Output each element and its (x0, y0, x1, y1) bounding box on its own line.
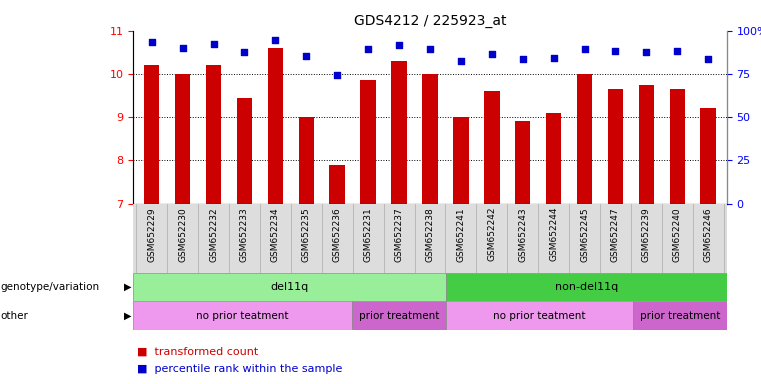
Bar (268, 48, 283, 204)
Point (177, 45, 189, 51)
Bar (205, 65, 221, 204)
Text: GSM652238: GSM652238 (425, 207, 435, 262)
Text: GSM652241: GSM652241 (457, 207, 466, 262)
Text: GSM652245: GSM652245 (580, 207, 589, 262)
Text: ▶: ▶ (124, 282, 132, 292)
Text: GSM652233: GSM652233 (240, 207, 249, 262)
Text: ■  transformed count: ■ transformed count (137, 346, 258, 356)
Text: prior treatment: prior treatment (640, 311, 720, 321)
Text: GSM652235: GSM652235 (302, 207, 310, 262)
Bar (422, 74, 438, 204)
Bar (608, 89, 623, 204)
Point (548, 55, 560, 61)
Text: no prior teatment: no prior teatment (196, 311, 288, 321)
Point (517, 56, 529, 62)
Point (269, 37, 282, 43)
Text: ▶: ▶ (124, 311, 132, 321)
Point (610, 48, 622, 55)
Bar (638, 85, 654, 204)
Point (393, 41, 405, 48)
Bar (577, 74, 592, 204)
Bar (175, 74, 190, 204)
Point (331, 72, 343, 78)
Point (145, 38, 158, 45)
Text: GSM652247: GSM652247 (611, 207, 620, 262)
Text: GSM652230: GSM652230 (178, 207, 187, 262)
Text: GSM652244: GSM652244 (549, 207, 558, 262)
Text: GSM652232: GSM652232 (209, 207, 218, 262)
Point (486, 51, 498, 58)
Bar (453, 117, 469, 204)
Point (702, 56, 715, 62)
Bar (700, 109, 716, 204)
Text: GSM652229: GSM652229 (147, 207, 156, 262)
Bar (298, 117, 314, 204)
Bar (361, 80, 376, 204)
Point (208, 41, 220, 47)
Text: no prior teatment: no prior teatment (493, 311, 585, 321)
Point (300, 53, 313, 59)
Bar (515, 121, 530, 204)
Text: del11q: del11q (270, 282, 308, 292)
Text: GSM652240: GSM652240 (673, 207, 682, 262)
Title: GDS4212 / 225923_at: GDS4212 / 225923_at (354, 14, 506, 28)
Point (640, 49, 652, 55)
Point (671, 48, 683, 55)
Point (362, 46, 374, 52)
Bar (133, 273, 446, 301)
Text: GSM652243: GSM652243 (518, 207, 527, 262)
Text: genotype/variation: genotype/variation (1, 282, 100, 292)
Point (424, 46, 436, 52)
Text: GSM652231: GSM652231 (364, 207, 373, 262)
Bar (633, 301, 727, 330)
Text: non-del11q: non-del11q (555, 282, 618, 292)
Bar (670, 89, 685, 204)
Bar (446, 301, 633, 330)
Bar (330, 165, 345, 204)
Text: GSM652242: GSM652242 (487, 207, 496, 262)
Text: other: other (1, 311, 29, 321)
Point (238, 49, 250, 55)
Point (455, 58, 467, 64)
Bar (546, 113, 562, 204)
Bar (144, 65, 160, 204)
Text: ■  percentile rank within the sample: ■ percentile rank within the sample (137, 364, 342, 374)
Bar (237, 98, 252, 204)
Point (578, 46, 591, 52)
Text: GSM652234: GSM652234 (271, 207, 280, 262)
Bar (133, 301, 352, 330)
Bar (446, 273, 727, 301)
Text: GSM652246: GSM652246 (704, 207, 713, 262)
Bar (391, 61, 407, 204)
Bar (484, 91, 499, 204)
Text: GSM652237: GSM652237 (394, 207, 403, 262)
Text: GSM652239: GSM652239 (642, 207, 651, 262)
Text: GSM652236: GSM652236 (333, 207, 342, 262)
Text: prior treatment: prior treatment (358, 311, 439, 321)
Bar (352, 301, 446, 330)
